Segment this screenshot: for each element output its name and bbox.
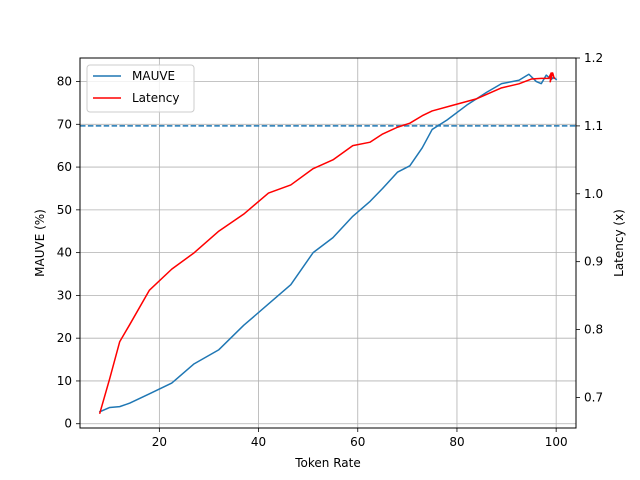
series-line-latency <box>98 72 556 414</box>
series-group <box>98 72 558 414</box>
y-left-tick-label: 60 <box>57 160 72 174</box>
legend: MAUVE Latency <box>86 64 195 113</box>
y-axis-left-label: MAUVE (%) <box>33 209 47 277</box>
ticks-group: 20 40 60 80 100 0 10 20 30 40 50 60 70 80 0.7 0.8 0.9 1.0… <box>57 51 603 449</box>
y-right-tick-label: 1.1 <box>584 119 603 133</box>
legend-label-mauve: MAUVE <box>132 69 175 83</box>
x-tick-label: 40 <box>251 435 266 449</box>
y-right-tick-label: 0.7 <box>584 390 603 404</box>
y-left-tick-label: 50 <box>57 203 72 217</box>
y-axis-right-label: Latency (x) <box>612 209 626 277</box>
y-right-tick-label: 1.2 <box>584 51 603 65</box>
y-left-tick-label: 70 <box>57 117 72 131</box>
y-right-tick-label: 0.8 <box>584 323 603 337</box>
plot-background <box>80 58 576 428</box>
y-left-tick-label: 20 <box>57 331 72 345</box>
grid <box>80 58 576 428</box>
series-line-mauve <box>98 73 558 413</box>
y-left-tick-label: 30 <box>57 288 72 302</box>
y-left-tick-label: 80 <box>57 75 72 89</box>
x-tick-label: 20 <box>152 435 167 449</box>
y-left-tick-label: 0 <box>64 417 72 431</box>
y-right-tick-label: 0.9 <box>584 255 603 269</box>
y-right-tick-label: 1.0 <box>584 187 603 201</box>
y-left-tick-label: 40 <box>57 246 72 260</box>
x-tick-label: 80 <box>449 435 464 449</box>
x-tick-label: 60 <box>350 435 365 449</box>
y-left-tick-label: 10 <box>57 374 72 388</box>
legend-label-latency: Latency <box>132 91 179 105</box>
plot-frame <box>79 57 577 429</box>
x-axis-label: Token Rate <box>294 456 360 470</box>
x-tick-label: 100 <box>545 435 568 449</box>
